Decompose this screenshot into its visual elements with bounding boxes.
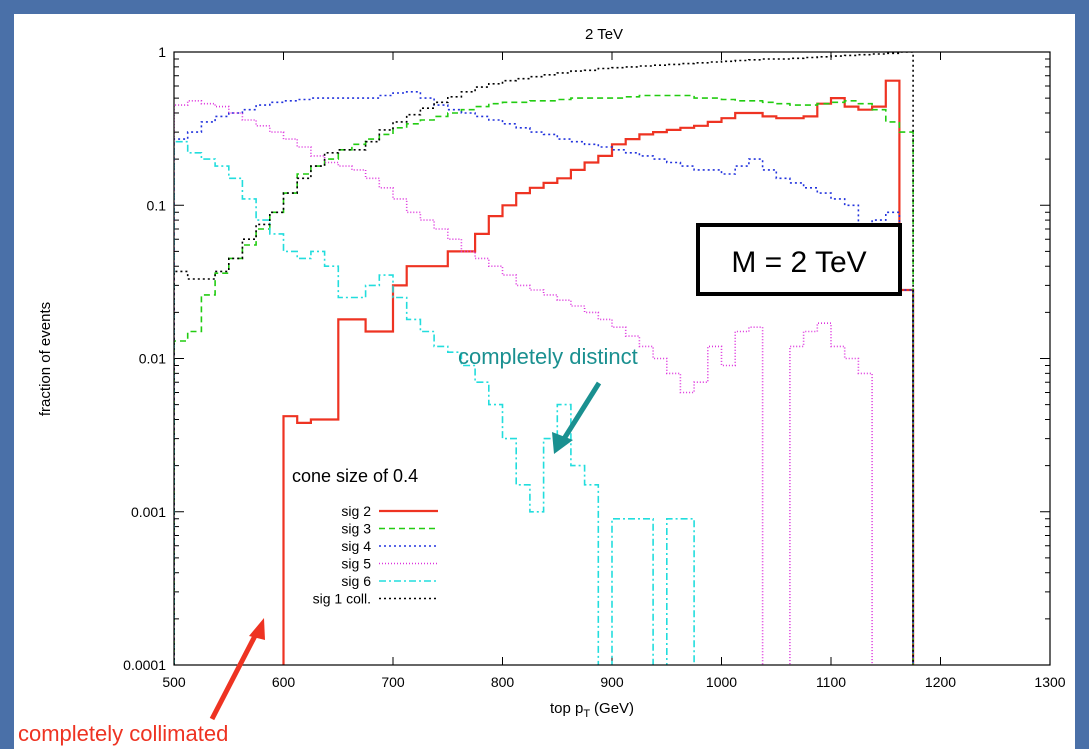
y-tick-label: 1 [158, 44, 166, 60]
chart: 2 TeV 500 600 700 800 900 1000 1100 1200 1300 0.… [18, 26, 1066, 746]
mass-box [696, 223, 902, 296]
x-tick-label: 1100 [816, 674, 846, 690]
legend-label: sig 6 [341, 573, 371, 589]
y-tick-label: 0.001 [131, 504, 166, 520]
x-tick-label: 1200 [925, 674, 956, 690]
mass-box-text: M = 2 TeV [731, 246, 866, 279]
series-line [174, 100, 873, 665]
x-axis-label: top pT (GeV) [550, 700, 634, 720]
x-tick-labels: 500 600 700 800 900 1000 1100 1200 1300 [162, 674, 1065, 690]
x-tick-label: 900 [600, 674, 624, 690]
distinct-arrowhead [552, 432, 573, 454]
mass-annotation: M = 2 TeV [696, 223, 902, 296]
x-tick-label: 700 [381, 674, 405, 690]
y-tick-label: 0.01 [139, 351, 166, 367]
plot-panel: 2 TeV 500 600 700 800 900 1000 1100 1200 1300 0.… [14, 14, 1075, 749]
legend-title: cone size of 0.4 [292, 466, 418, 486]
series-line [282, 79, 915, 665]
collimated-label: completely collimated [18, 721, 228, 746]
axis-ticks [173, 51, 1051, 666]
y-tick-label: 0.0001 [123, 657, 166, 673]
legend-label: sig 4 [341, 538, 371, 554]
x-tick-label: 500 [162, 674, 186, 690]
x-tick-label: 800 [491, 674, 515, 690]
x-tick-label: 1000 [706, 674, 737, 690]
y-axis-label: fraction of events [37, 302, 54, 416]
legend-label: sig 5 [341, 556, 371, 572]
legend-label: sig 2 [341, 503, 371, 519]
x-tick-label: 600 [272, 674, 296, 690]
distinct-annotation: completely distinct [458, 344, 638, 454]
series-line [174, 52, 914, 665]
chart-title: 2 TeV [585, 26, 623, 43]
legend-label: sig 3 [341, 521, 371, 537]
y-tick-label: 0.1 [147, 197, 167, 213]
legend-label: sig 1 coll. [313, 591, 371, 607]
series-line [174, 94, 914, 665]
plot-frame [173, 51, 1051, 666]
collimated-annotation: completely collimated [18, 618, 265, 746]
series-layer [174, 52, 915, 665]
collimated-arrowhead [249, 618, 265, 640]
distinct-label: completely distinct [458, 344, 638, 369]
x-tick-label: 1300 [1034, 674, 1065, 690]
series-line [174, 140, 695, 665]
y-tick-labels: 0.0001 0.001 0.01 0.1 1 [123, 44, 166, 673]
distinct-arrow [559, 381, 602, 444]
collimated-arrow [209, 630, 260, 721]
